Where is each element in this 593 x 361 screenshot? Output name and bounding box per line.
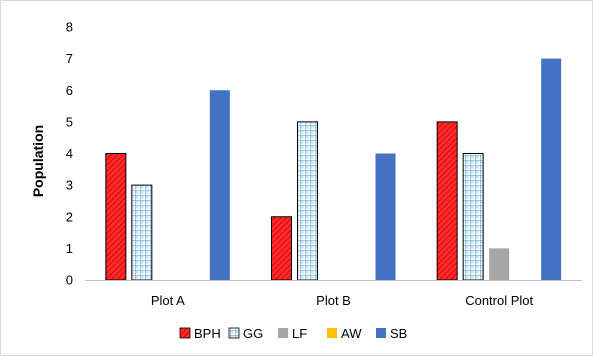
bar-gg-control-plot bbox=[462, 153, 484, 281]
bar-sb-plot-b bbox=[375, 153, 396, 280]
legend-item-sb: SB bbox=[376, 326, 407, 341]
bar-sb-control-plot bbox=[541, 58, 562, 280]
y-tick-label: 0 bbox=[66, 273, 73, 288]
legend-item-lf: LF bbox=[278, 326, 307, 341]
y-tick-label: 8 bbox=[66, 20, 73, 35]
bar-bph-plot-b bbox=[271, 216, 292, 281]
legend-label: SB bbox=[390, 326, 407, 341]
x-category-label: Control Plot bbox=[465, 293, 533, 308]
bar-gg-plot-a bbox=[131, 184, 153, 281]
legend-label: GG bbox=[243, 326, 263, 341]
y-tick-label: 2 bbox=[66, 209, 73, 224]
y-tick-label: 5 bbox=[66, 114, 73, 129]
legend-swatch bbox=[327, 328, 337, 338]
legend-item-bph: BPH bbox=[179, 326, 221, 341]
y-tick-label: 6 bbox=[66, 83, 73, 98]
x-category-label: Plot B bbox=[316, 293, 351, 308]
y-tick-label: 4 bbox=[66, 146, 73, 161]
bar-gg-plot-b bbox=[297, 121, 318, 281]
y-axis-title: Population bbox=[30, 125, 46, 197]
x-category-label: Plot A bbox=[151, 293, 185, 308]
y-tick-label: 1 bbox=[66, 241, 73, 256]
legend: BPH GG LF AW SB bbox=[179, 326, 407, 341]
y-tick-label: 3 bbox=[66, 178, 73, 193]
legend-item-aw: AW bbox=[327, 326, 362, 341]
bar-sb-plot-a bbox=[209, 90, 230, 280]
legend-item-gg: GG bbox=[228, 326, 263, 341]
y-tick-label: 7 bbox=[66, 51, 73, 66]
legend-label: LF bbox=[292, 326, 307, 341]
legend-label: BPH bbox=[194, 326, 221, 341]
legend-swatch bbox=[376, 328, 386, 338]
legend-swatch bbox=[228, 327, 240, 339]
bar-bph-plot-a bbox=[105, 153, 127, 281]
legend-label: AW bbox=[341, 326, 362, 341]
bar-lf-control-plot bbox=[489, 248, 510, 280]
legend-swatch bbox=[278, 328, 288, 338]
bar-bph-control-plot bbox=[436, 121, 458, 281]
legend-swatch bbox=[179, 327, 191, 339]
